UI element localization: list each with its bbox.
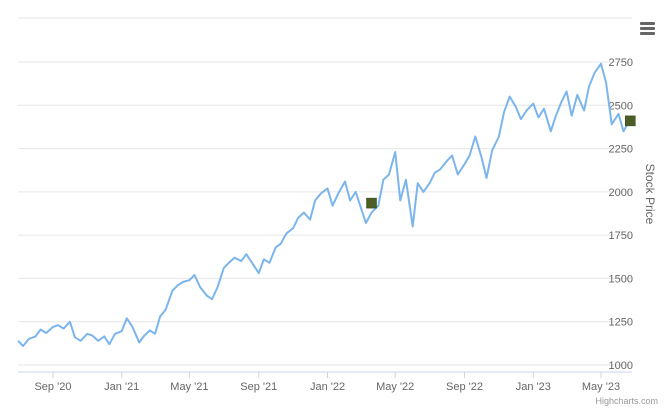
grid-lines	[18, 17, 632, 366]
y-tick-label: 2250	[609, 144, 633, 156]
flag-markers[interactable]	[366, 115, 636, 209]
y-tick-label: 1000	[609, 360, 633, 372]
x-tick-label: Sep '20	[34, 381, 71, 393]
x-tick-label: May '22	[376, 381, 414, 393]
y-tick-label: 2000	[609, 187, 633, 199]
flag-marker[interactable]	[366, 197, 377, 209]
y-tick-label: 2750	[609, 57, 633, 69]
credits-link[interactable]: Highcharts.com	[595, 396, 658, 406]
y-tick-label: 1750	[609, 230, 633, 242]
x-axis: Sep '20 Jan '21 May '21 Sep '21 Jan '22 May '…	[18, 371, 632, 393]
price-series-line[interactable]	[17, 62, 631, 347]
x-tick-label: Jan '23	[516, 381, 551, 393]
y-tick-label: 2500	[609, 100, 633, 112]
x-tick-label: Jan '22	[310, 381, 345, 393]
x-tick-label: Sep '21	[240, 381, 277, 393]
x-tick-label: Jan '21	[104, 381, 139, 393]
y-axis-title: Stock Price	[643, 164, 657, 225]
y-axis: 1000 1250 1500 1750 2000 2250 2500 2750	[609, 57, 633, 372]
y-tick-label: 1250	[609, 317, 633, 329]
x-tick-label: May '23	[582, 381, 620, 393]
flag-marker[interactable]	[625, 115, 636, 127]
x-tick-label: Sep '22	[446, 381, 483, 393]
hamburger-menu-icon[interactable]	[636, 20, 658, 40]
y-tick-label: 1500	[609, 273, 633, 285]
x-tick-label: May '21	[170, 381, 208, 393]
